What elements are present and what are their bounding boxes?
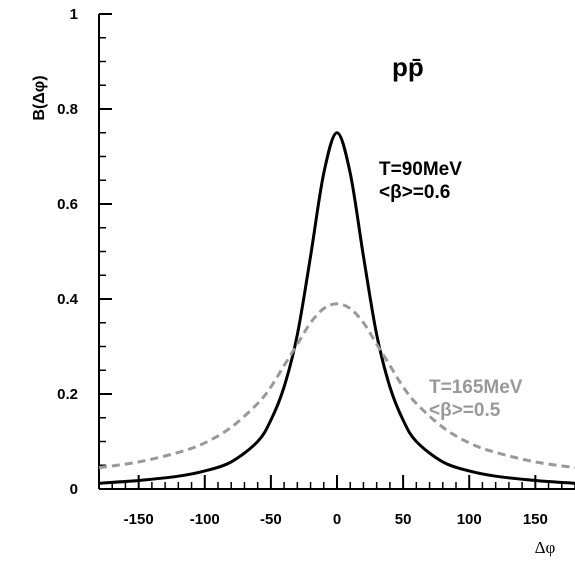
annotation-black-line1: T=90MeV — [379, 159, 462, 180]
series-layer — [98, 131, 575, 485]
series-line-dashed — [98, 302, 575, 470]
x-tick-label: -100 — [190, 511, 220, 528]
x-tick-label: 100 — [457, 511, 482, 528]
series-line-solid — [98, 131, 575, 485]
annotation-gray: T=165MeV <β>=0.5 — [429, 377, 523, 421]
y-axis-title: B(Δφ) — [31, 75, 48, 120]
y-tick-label: 0.2 — [57, 386, 78, 403]
x-ticks: -150 -100 -50 0 50 100 150 — [98, 475, 575, 528]
annotation-gray-line1: T=165MeV — [429, 377, 523, 398]
y-tick-label: 1 — [70, 6, 78, 23]
y-ticks: 0 0.2 0.4 0.6 0.8 1 — [57, 6, 112, 498]
chart-title: pp̄ — [392, 52, 424, 82]
x-tick-label: 50 — [395, 511, 412, 528]
y-tick-label: 0.8 — [57, 101, 78, 118]
y-tick-label: 0 — [70, 481, 78, 498]
annotation-black: T=90MeV <β>=0.6 — [379, 159, 462, 203]
x-tick-label: 0 — [333, 511, 341, 528]
annotation-black-line2: <β>=0.6 — [379, 182, 450, 203]
x-tick-label: 150 — [523, 511, 548, 528]
title-text: pp̄ — [392, 52, 424, 82]
y-tick-label: 0.6 — [57, 196, 78, 213]
plot-frame — [98, 14, 575, 490]
x-axis-title: Δφ — [535, 538, 556, 557]
annotation-gray-line2: <β>=0.5 — [429, 400, 501, 421]
y-tick-label: 0.4 — [57, 291, 79, 308]
x-tick-label: -150 — [124, 511, 154, 528]
x-tick-label: -50 — [260, 511, 282, 528]
